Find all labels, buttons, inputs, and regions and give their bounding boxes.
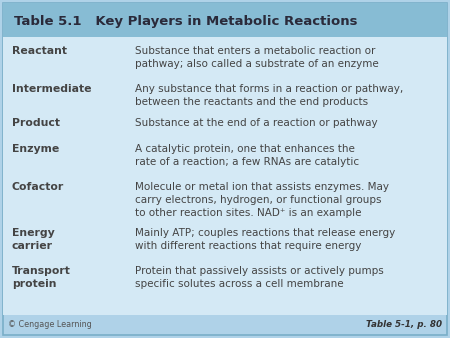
Text: Transport
protein: Transport protein	[12, 266, 71, 289]
Text: Table 5-1, p. 80: Table 5-1, p. 80	[366, 320, 442, 329]
Text: Product: Product	[12, 118, 60, 128]
Text: Intermediate: Intermediate	[12, 84, 91, 94]
Text: Enzyme: Enzyme	[12, 144, 59, 154]
FancyBboxPatch shape	[3, 3, 447, 335]
Text: Protein that passively assists or actively pumps
specific solutes across a cell : Protein that passively assists or active…	[135, 266, 384, 289]
Text: Energy
carrier: Energy carrier	[12, 228, 55, 251]
FancyBboxPatch shape	[3, 37, 447, 315]
Text: Any substance that forms in a reaction or pathway,
between the reactants and the: Any substance that forms in a reaction o…	[135, 84, 403, 107]
Text: Molecule or metal ion that assists enzymes. May
carry electrons, hydrogen, or fu: Molecule or metal ion that assists enzym…	[135, 182, 389, 218]
Text: Reactant: Reactant	[12, 46, 67, 56]
Text: Table 5.1   Key Players in Metabolic Reactions: Table 5.1 Key Players in Metabolic React…	[14, 15, 357, 27]
FancyBboxPatch shape	[3, 3, 447, 37]
Text: Mainly ATP; couples reactions that release energy
with different reactions that : Mainly ATP; couples reactions that relea…	[135, 228, 395, 251]
Text: Cofactor: Cofactor	[12, 182, 64, 192]
Text: A catalytic protein, one that enhances the
rate of a reaction; a few RNAs are ca: A catalytic protein, one that enhances t…	[135, 144, 359, 167]
Text: Substance at the end of a reaction or pathway: Substance at the end of a reaction or pa…	[135, 118, 378, 128]
Text: © Cengage Learning: © Cengage Learning	[8, 320, 92, 329]
Text: Substance that enters a metabolic reaction or
pathway; also called a substrate o: Substance that enters a metabolic reacti…	[135, 46, 379, 69]
